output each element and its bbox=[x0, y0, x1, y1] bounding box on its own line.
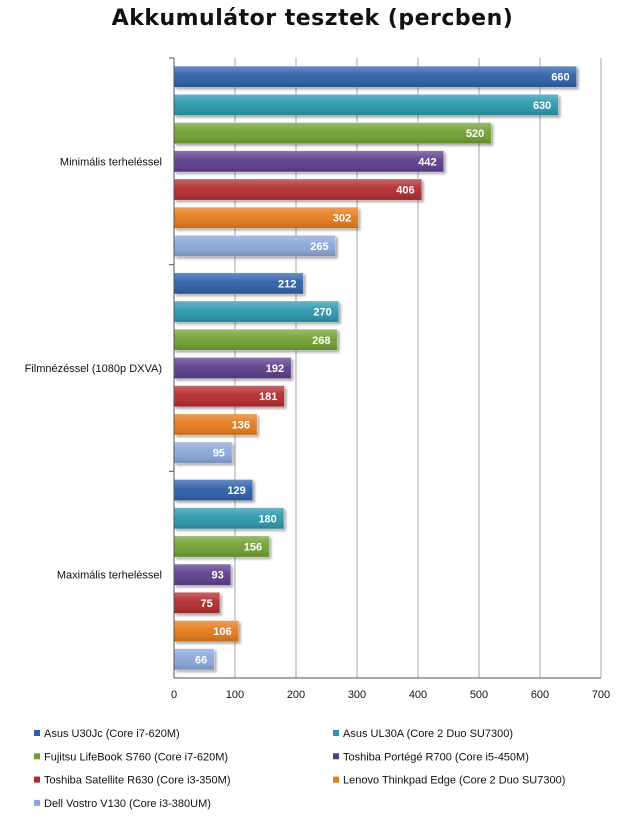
bar-value-label: 270 bbox=[313, 307, 331, 319]
legend-label: Dell Vostro V130 (Core i3-380UM) bbox=[44, 798, 211, 810]
x-tick-label: 600 bbox=[531, 689, 549, 701]
bar-sheen bbox=[174, 442, 232, 464]
x-tick-label: 500 bbox=[470, 689, 488, 701]
bar-sheen bbox=[174, 564, 231, 586]
legend-label: Toshiba Satellite R630 (Core i3-350M) bbox=[44, 775, 230, 787]
x-tick-label: 300 bbox=[348, 689, 366, 701]
bar-value-label: 442 bbox=[418, 156, 436, 168]
bar-value-label: 302 bbox=[333, 213, 351, 225]
legend-swatch bbox=[333, 753, 339, 760]
category-label: Filmnézéssel (1080p DXVA) bbox=[25, 363, 162, 375]
bar-value-label: 156 bbox=[244, 541, 262, 553]
bar-value-label: 192 bbox=[266, 363, 284, 375]
legend-swatch bbox=[34, 730, 40, 736]
legend-label: Toshiba Portégé R700 (Core i5-450M) bbox=[343, 751, 529, 763]
bar-sheen bbox=[174, 150, 444, 172]
legend-swatch bbox=[333, 776, 339, 783]
bar-value-label: 181 bbox=[259, 391, 277, 403]
bar-sheen bbox=[174, 479, 253, 501]
bar-sheen bbox=[174, 207, 359, 229]
bar-sheen bbox=[174, 620, 239, 642]
bar-sheen bbox=[174, 357, 292, 379]
chart-title: Akkumulátor tesztek (percben) bbox=[111, 6, 514, 31]
bar-value-label: 129 bbox=[227, 485, 245, 497]
bar-sheen bbox=[174, 385, 285, 407]
bar-value-label: 106 bbox=[213, 626, 231, 638]
bar-sheen bbox=[174, 235, 336, 257]
bar-value-label: 95 bbox=[213, 448, 225, 460]
bar-value-label: 180 bbox=[258, 513, 276, 525]
bar-value-label: 630 bbox=[533, 100, 551, 112]
bar-sheen bbox=[174, 535, 270, 557]
category-label: Maximális terheléssel bbox=[57, 570, 162, 582]
legend-swatch bbox=[34, 776, 40, 783]
x-tick-label: 700 bbox=[592, 689, 610, 701]
bar-value-label: 265 bbox=[310, 241, 328, 253]
bar-sheen bbox=[174, 122, 492, 144]
bar-value-label: 520 bbox=[466, 128, 484, 140]
bar-value-label: 406 bbox=[396, 185, 414, 197]
legend-label: Fujitsu LifeBook S760 (Core i7-620M) bbox=[44, 751, 228, 763]
category-label: Minimális terheléssel bbox=[60, 156, 162, 168]
x-tick-label: 200 bbox=[287, 689, 305, 701]
bar-sheen bbox=[174, 507, 284, 529]
legend-swatch bbox=[34, 799, 40, 806]
bar-value-label: 268 bbox=[312, 335, 330, 347]
bar-value-label: 66 bbox=[195, 654, 207, 666]
bar-sheen bbox=[174, 66, 577, 88]
bar-sheen bbox=[174, 648, 215, 670]
x-tick-label: 400 bbox=[409, 689, 427, 701]
bar-sheen bbox=[174, 592, 220, 614]
bar-sheen bbox=[174, 329, 338, 351]
legend-label: Asus UL30A (Core 2 Duo SU7300) bbox=[343, 728, 513, 740]
bar-sheen bbox=[174, 94, 559, 116]
bar-value-label: 93 bbox=[211, 570, 223, 582]
bar-sheen bbox=[174, 301, 339, 323]
bar-value-label: 75 bbox=[201, 598, 213, 610]
bar-sheen bbox=[174, 179, 422, 201]
legend-swatch bbox=[333, 730, 339, 736]
legend-label: Asus U30Jc (Core i7-620M) bbox=[44, 728, 180, 740]
bar-value-label: 212 bbox=[278, 278, 296, 290]
bar-value-label: 660 bbox=[551, 72, 569, 84]
bar-sheen bbox=[174, 413, 257, 435]
x-tick-label: 0 bbox=[171, 689, 177, 701]
legend-swatch bbox=[34, 753, 40, 760]
x-tick-label: 100 bbox=[226, 689, 244, 701]
bar-sheen bbox=[174, 272, 304, 294]
legend-label: Lenovo Thinkpad Edge (Core 2 Duo SU7300) bbox=[343, 775, 565, 787]
bar-value-label: 136 bbox=[232, 419, 250, 431]
